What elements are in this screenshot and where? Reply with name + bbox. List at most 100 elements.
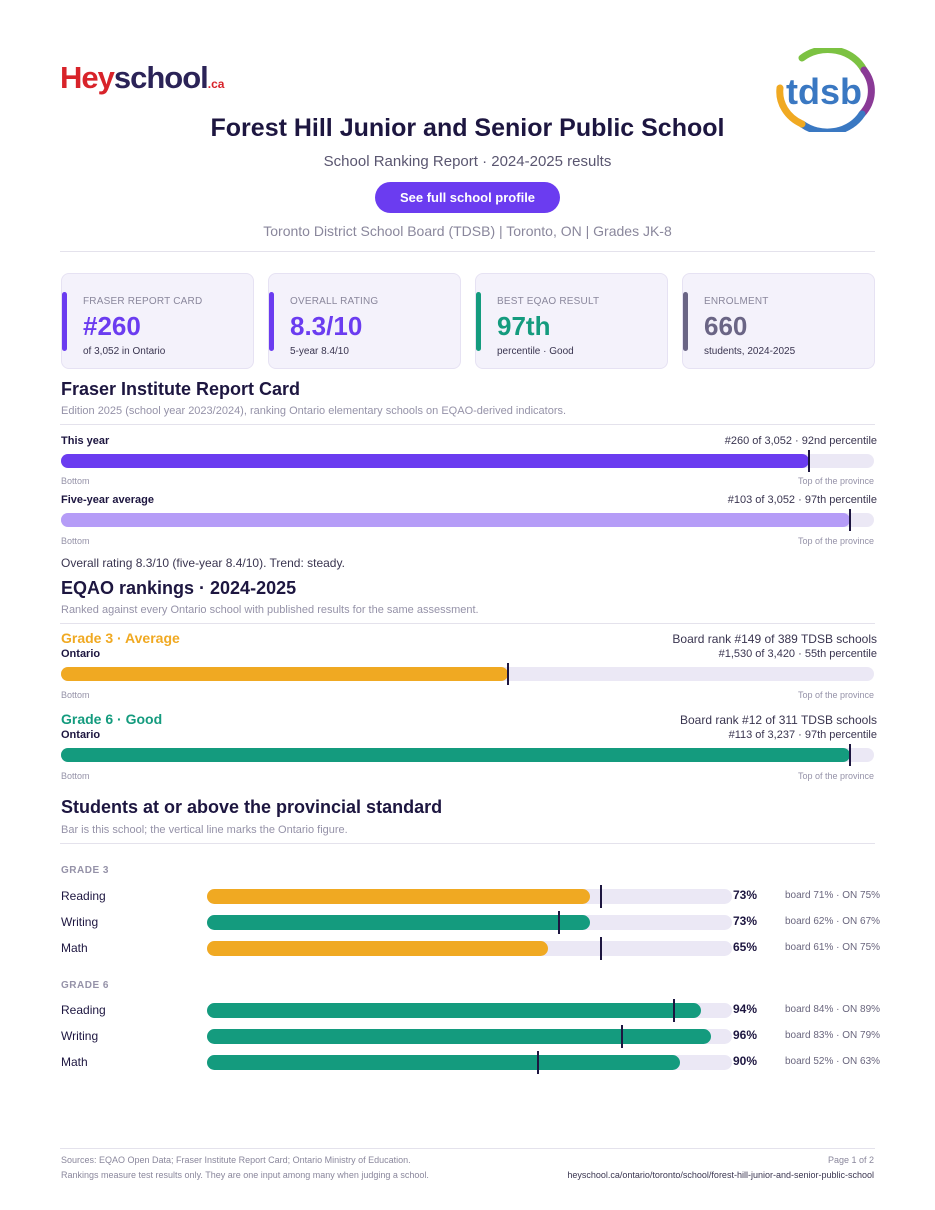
eqao-bar-marker — [848, 744, 851, 766]
standard-bar-fill — [207, 1029, 711, 1044]
divider — [60, 623, 875, 624]
bottom-label: Bottom — [61, 536, 90, 546]
fraser-card: FRASER REPORT CARD #260 of 3,052 in Onta… — [61, 273, 254, 369]
standard-group-label: GRADE 3 — [61, 865, 109, 876]
tdsb-logo-text: tdsb — [786, 71, 862, 112]
card-sub: of 3,052 in Ontario — [83, 346, 166, 357]
standard-compare: board 52% · ON 63% — [785, 1056, 881, 1067]
standard-subject: Math — [61, 1055, 88, 1069]
bottom-label: Bottom — [61, 771, 90, 781]
heyschool-logo[interactable]: Heyschool.ca — [60, 58, 230, 98]
logo-school-text: school — [113, 60, 209, 95]
page-subtitle: School Ranking Report · 2024-2025 result… — [323, 153, 612, 170]
see-full-profile-button[interactable]: See full school profile — [375, 182, 560, 213]
eqao-scope-label: Ontario — [61, 648, 101, 660]
top-label: Top of the province — [797, 771, 874, 781]
card-value: 97th — [497, 311, 551, 341]
standard-percent: 73% — [733, 888, 758, 902]
standard-bar — [207, 937, 732, 960]
divider — [60, 843, 875, 844]
page-title: Forest Hill Junior and Senior Public Sch… — [210, 114, 725, 142]
card-accent — [476, 292, 481, 351]
standard-bar-fill — [207, 1003, 701, 1018]
standard-percent: 96% — [733, 1028, 758, 1042]
standard-heading: Students at or above the provincial stan… — [61, 797, 443, 817]
eqao-card: BEST EQAO RESULT 97th percentile · Good — [475, 273, 668, 369]
standard-bar-fill — [207, 1055, 680, 1070]
fraser-row-label: Five-year average — [61, 494, 154, 506]
footer-url[interactable]: heyschool.ca/ontario/toronto/school/fore… — [567, 1170, 874, 1180]
standard-subject: Reading — [61, 889, 106, 903]
fraser-bar-marker — [848, 509, 851, 531]
enrolment-card: ENROLMENT 660 students, 2024-2025 — [682, 273, 875, 369]
eqao-province-rank: #113 of 3,237 · 97th percentile — [728, 729, 877, 741]
standard-bar — [207, 885, 732, 908]
card-sub: percentile · Good — [497, 346, 574, 357]
fraser-row-rank: #103 of 3,052 · 97th percentile — [727, 494, 877, 506]
standard-subject: Reading — [61, 1003, 106, 1017]
footer-page: Page 1 of 2 — [827, 1155, 874, 1165]
card-label: OVERALL RATING — [290, 296, 379, 307]
ontario-marker — [536, 1051, 539, 1074]
eqao-board-rank: Board rank #12 of 311 TDSB schools — [679, 713, 877, 727]
bottom-label: Bottom — [61, 476, 90, 486]
card-sub: 5-year 8.4/10 — [290, 346, 349, 357]
eqao-bar-marker — [507, 663, 510, 685]
standard-subject: Writing — [61, 1029, 99, 1043]
top-label: Top of the province — [797, 476, 874, 486]
divider — [60, 251, 875, 252]
card-accent — [62, 292, 67, 351]
ontario-marker — [599, 937, 602, 960]
standard-compare: board 62% · ON 67% — [785, 916, 881, 927]
eqao-bar-fill — [61, 748, 850, 762]
fraser-row-label: This year — [61, 435, 110, 447]
card-accent — [269, 292, 274, 351]
standard-bar-fill — [207, 941, 549, 956]
standard-bar — [207, 1025, 732, 1048]
fraser-summary: Overall rating 8.3/10 (five-year 8.4/10)… — [61, 556, 345, 570]
ontario-marker — [557, 911, 560, 934]
standard-percent: 94% — [733, 1002, 758, 1016]
eqao-province-rank: #1,530 of 3,420 · 55th percentile — [718, 648, 877, 660]
eqao-bar — [61, 744, 874, 766]
standard-subject: Writing — [61, 915, 99, 929]
standard-compare: board 83% · ON 79% — [785, 1030, 881, 1041]
card-value: 8.3/10 — [290, 311, 363, 341]
fraser-bar-marker — [807, 450, 810, 472]
standard-bar-fill — [207, 889, 591, 904]
card-value: 660 — [704, 311, 748, 341]
standard-subject: Math — [61, 941, 88, 955]
standard-note: Bar is this school; the vertical line ma… — [61, 824, 348, 836]
divider — [60, 424, 875, 425]
fraser-heading: Fraser Institute Report Card — [61, 379, 301, 399]
standard-percent: 73% — [733, 914, 758, 928]
eqao-grade-heading: Grade 6 · Good — [61, 711, 163, 727]
eqao-note: Ranked against every Ontario school with… — [61, 604, 479, 616]
card-label: FRASER REPORT CARD — [83, 296, 203, 307]
footer-disclaimer: Rankings measure test results only. They… — [61, 1170, 429, 1180]
standard-bar — [207, 1051, 732, 1074]
logo-hey-text: Hey — [60, 60, 115, 95]
eqao-grade-heading: Grade 3 · Average — [61, 630, 180, 646]
standard-compare: board 61% · ON 75% — [785, 942, 881, 953]
fraser-bar — [61, 509, 874, 531]
logo-ca-text: .ca — [207, 77, 225, 91]
rating-card: OVERALL RATING 8.3/10 5-year 8.4/10 — [268, 273, 461, 369]
standard-compare: board 84% · ON 89% — [785, 1004, 881, 1015]
standard-bar — [207, 911, 732, 934]
eqao-bar — [61, 663, 874, 685]
card-accent — [683, 292, 688, 351]
tdsb-logo: tdsb — [772, 45, 876, 136]
fraser-bar — [61, 450, 874, 472]
eqao-heading: EQAO rankings · 2024-2025 — [61, 578, 297, 598]
top-label: Top of the province — [797, 536, 874, 546]
bottom-label: Bottom — [61, 690, 90, 700]
standard-percent: 65% — [733, 940, 758, 954]
fraser-bar-fill — [61, 454, 809, 468]
eqao-scope-label: Ontario — [61, 729, 101, 741]
eqao-board-rank: Board rank #149 of 389 TDSB schools — [672, 632, 877, 646]
divider — [60, 1148, 875, 1149]
footer-sources: Sources: EQAO Open Data; Fraser Institut… — [61, 1155, 411, 1165]
standard-bar-fill — [207, 915, 591, 930]
card-sub: students, 2024-2025 — [704, 346, 796, 357]
